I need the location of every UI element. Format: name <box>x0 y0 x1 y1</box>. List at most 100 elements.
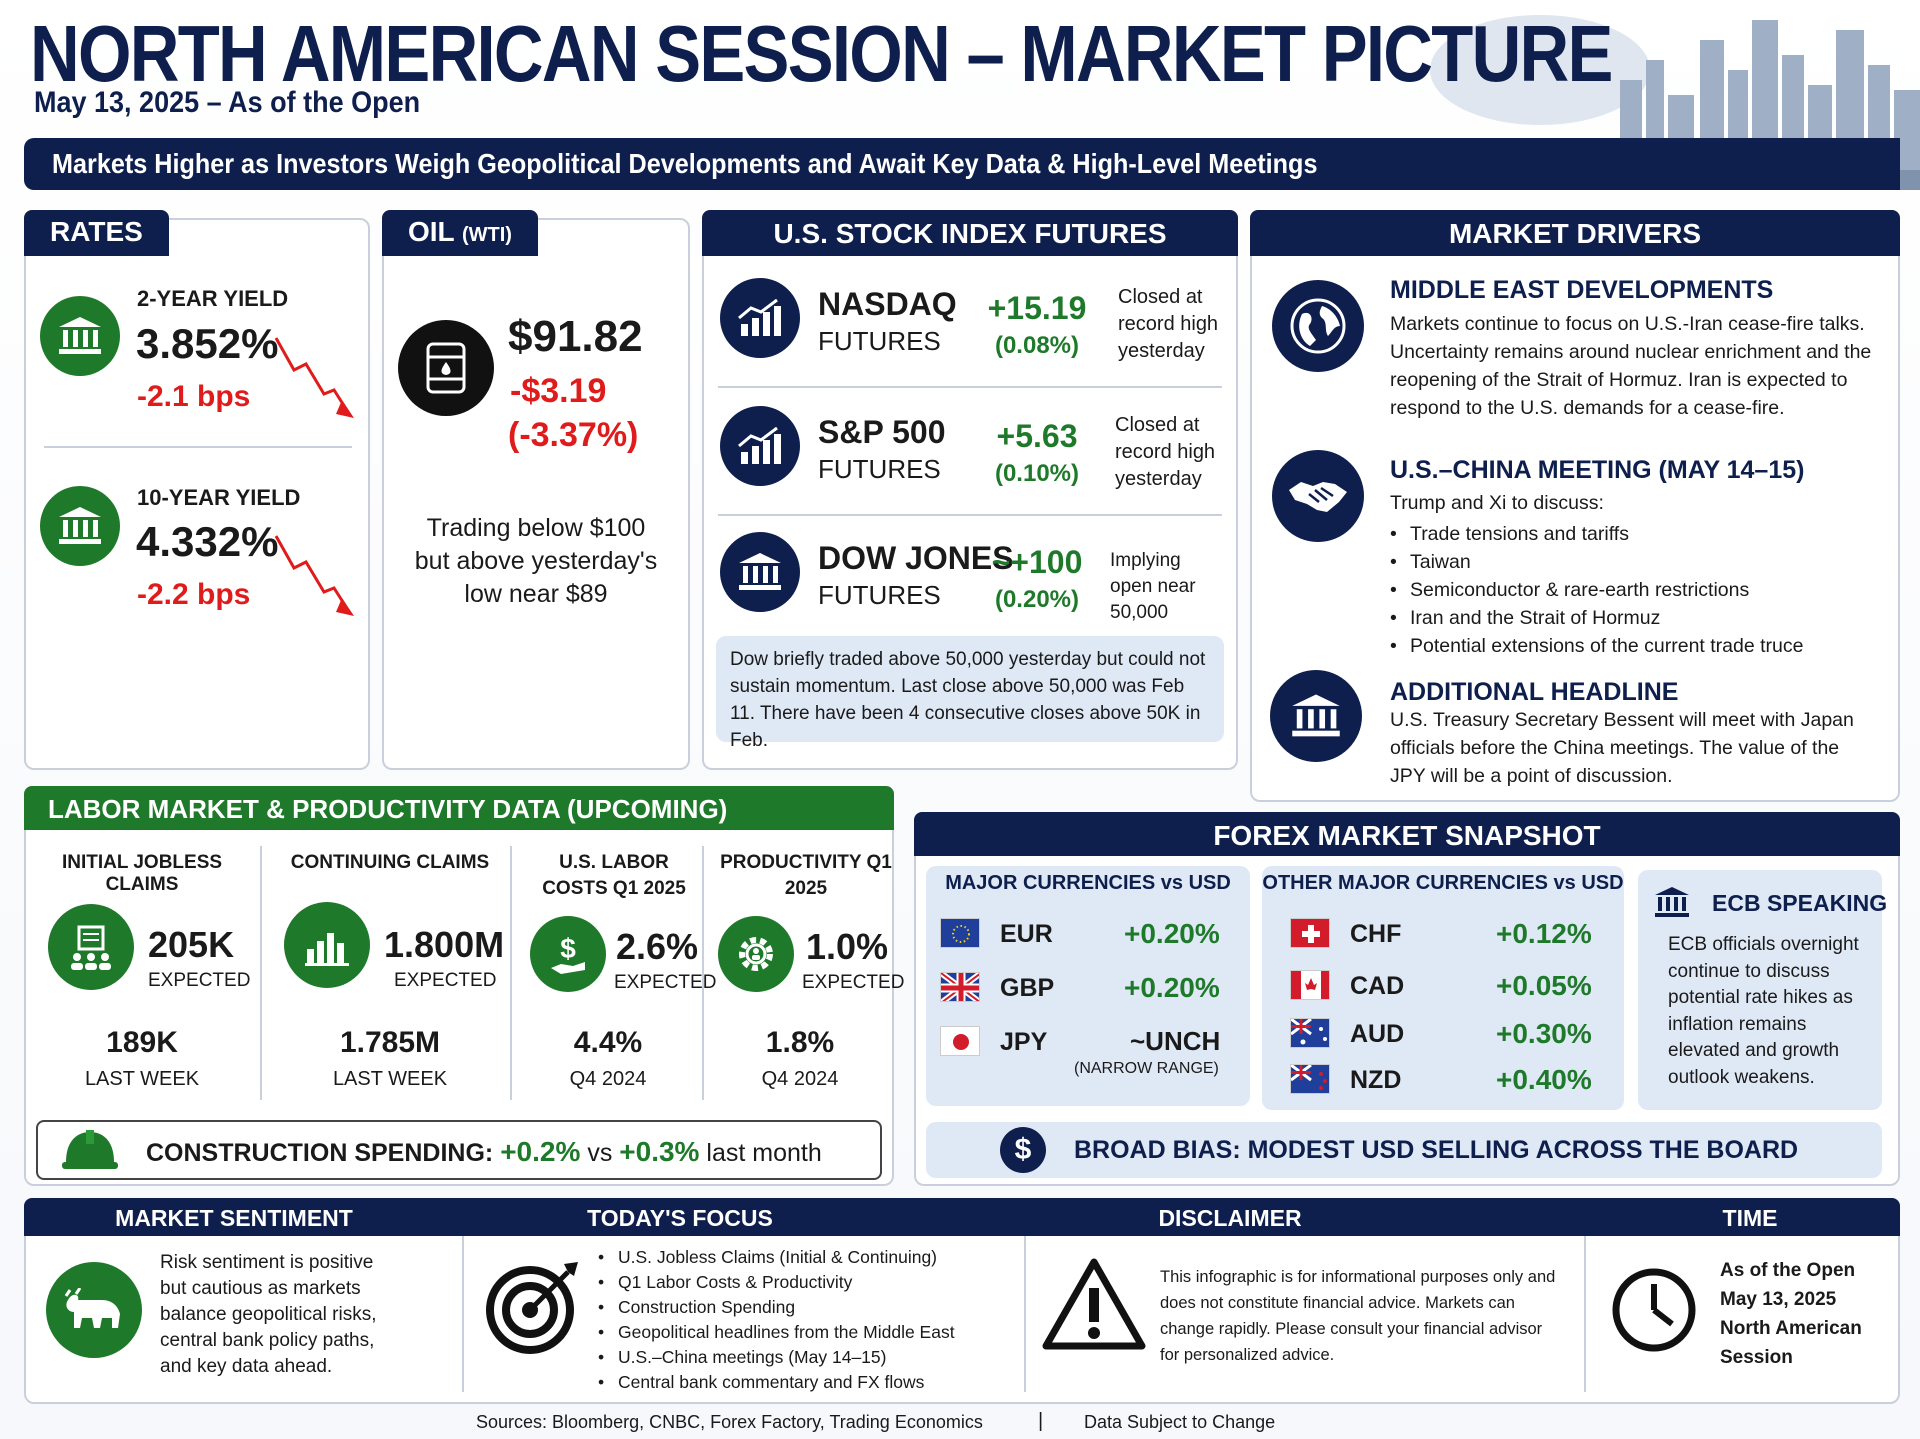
globe-icon <box>1272 280 1364 372</box>
bar-chart-icon <box>284 902 370 988</box>
sentiment-text: Risk sentiment is positive but cautious … <box>160 1252 377 1377</box>
jobless-prev-label: LAST WEEK <box>84 1068 200 1090</box>
warning-icon <box>1042 1258 1146 1350</box>
nasdaq-sub: FUTURES <box>818 326 941 356</box>
job-application-icon <box>48 904 134 990</box>
productivity-prev-label: Q4 2024 <box>761 1068 839 1090</box>
dollar-icon: $ <box>1000 1127 1046 1173</box>
ten-year-label: 10-YEAR YIELD <box>137 485 301 510</box>
china-title: U.S.–CHINA MEETING (MAY 14–15) <box>1390 456 1805 484</box>
time-text: As of the Open May 13, 2025 North Americ… <box>1720 1260 1862 1368</box>
disclaimer-text: This infographic is for informational pu… <box>1160 1268 1556 1364</box>
list-item: Taiwan <box>1388 548 1803 576</box>
continuing-expected: EXPECTED <box>394 970 497 991</box>
nzd-change: +0.40% <box>1496 1064 1592 1095</box>
dow-change: ~+100 <box>991 544 1083 580</box>
labor-costs-prev-label: Q4 2024 <box>569 1068 647 1090</box>
bank-icon <box>40 296 120 376</box>
labor-costs-label: U.S. LABOR COSTS Q1 2025 <box>542 852 686 899</box>
switzerland-flag-icon <box>1290 918 1330 948</box>
page-title: NORTH AMERICAN SESSION – MARKET PICTURE <box>30 9 1613 98</box>
target-icon <box>486 1262 578 1354</box>
list-item: Central bank commentary and FX flows <box>596 1370 955 1395</box>
nasdaq-pct: (0.08%) <box>994 332 1080 359</box>
two-year-value: 3.852% <box>136 320 279 367</box>
oil-barrel-icon <box>398 320 494 416</box>
list-item: Q1 Labor Costs & Productivity <box>596 1270 955 1295</box>
sp500-sub: FUTURES <box>818 454 941 484</box>
futures-title: U.S. STOCK INDEX FUTURES <box>702 210 1238 256</box>
canada-flag-icon <box>1290 970 1330 1000</box>
new-zealand-flag-icon <box>1290 1064 1330 1094</box>
oil-change: -$3.19 <box>510 372 607 410</box>
dow-pct: (0.20%) <box>994 586 1080 613</box>
footer-title-bar <box>24 1198 1900 1236</box>
dow-name: DOW JONES <box>818 540 1014 576</box>
sp500-note: Closed at record high yesterday <box>1115 414 1216 490</box>
sources: Sources: Bloomberg, CNBC, Forex Factory,… <box>476 1412 983 1432</box>
chart-up-icon <box>720 278 800 358</box>
jpy-code: JPY <box>1000 1028 1048 1056</box>
list-item: Iran and the Strait of Hormuz <box>1388 604 1803 632</box>
list-item: Construction Spending <box>596 1295 955 1320</box>
chf-code: CHF <box>1350 920 1402 948</box>
hard-hat-icon <box>62 1130 118 1169</box>
time-title: TIME <box>1722 1205 1778 1231</box>
china-intro: Trump and Xi to discuss: <box>1390 492 1604 514</box>
down-arrow-icon <box>274 337 354 418</box>
jpy-note: (NARROW RANGE) <box>1074 1060 1219 1077</box>
construction-box <box>36 1120 882 1180</box>
bank-icon <box>1270 670 1362 762</box>
sp500-pct: (0.10%) <box>994 460 1080 487</box>
rates-divider <box>44 446 352 448</box>
productivity-expected: EXPECTED <box>802 972 905 993</box>
handshake-icon <box>1272 450 1364 542</box>
uk-flag-icon <box>940 972 980 1002</box>
futures-divider <box>718 386 1222 388</box>
mideast-title: MIDDLE EAST DEVELOPMENTS <box>1390 276 1774 304</box>
footer-divider <box>1584 1236 1586 1392</box>
list-item: Semiconductor & rare-earth restrictions <box>1388 576 1803 604</box>
labor-costs-value: 2.6% <box>616 926 699 967</box>
focus-title: TODAY'S FOCUS <box>587 1205 773 1231</box>
eu-flag-icon <box>940 918 980 948</box>
ecb-panel <box>1638 870 1882 1110</box>
bank-icon <box>1655 887 1689 917</box>
nzd-code: NZD <box>1350 1066 1402 1094</box>
bank-icon <box>40 486 120 566</box>
gear-people-icon <box>718 916 794 992</box>
sp500-name: S&P 500 <box>818 414 946 450</box>
dow-footnote: Dow briefly traded above 50,000 yesterda… <box>716 636 1224 751</box>
eur-code: EUR <box>1000 920 1053 948</box>
forex-title: FOREX MARKET SNAPSHOT <box>914 812 1900 856</box>
oil-card <box>382 218 690 770</box>
dow-note: Implying open near 50,000 <box>1110 550 1196 623</box>
ecb-title: ECB SPEAKING <box>1712 890 1888 916</box>
footer-divider <box>462 1236 464 1392</box>
bull-icon <box>46 1262 142 1358</box>
two-year-label: 2-YEAR YIELD <box>137 286 289 311</box>
list-item: Trade tensions and tariffs <box>1388 520 1803 548</box>
headline-banner: Markets Higher as Investors Weigh Geopol… <box>24 138 1900 190</box>
productivity-label: PRODUCTIVITY Q1 2025 <box>720 852 892 899</box>
labor-divider <box>260 846 262 1100</box>
jpy-change: ~UNCH <box>1130 1026 1221 1056</box>
chart-up-icon <box>720 406 800 486</box>
list-item: U.S. Jobless Claims (Initial & Continuin… <box>596 1245 955 1270</box>
disclaimer-title: DISCLAIMER <box>1158 1205 1302 1231</box>
eur-change: +0.20% <box>1124 918 1220 949</box>
labor-costs-prev: 4.4% <box>573 1026 643 1059</box>
majors-title: MAJOR CURRENCIES vs USD <box>945 872 1231 894</box>
china-bullets: Trade tensions and tariffs Taiwan Semico… <box>1388 520 1803 660</box>
continuing-prev-label: LAST WEEK <box>332 1068 448 1090</box>
page-date: May 13, 2025 – As of the Open <box>34 86 421 119</box>
broad-bias: BROAD BIAS: MODEST USD SELLING ACROSS TH… <box>1074 1136 1799 1164</box>
svg-text:$: $ <box>560 933 576 964</box>
money-hand-icon: $ <box>530 916 606 992</box>
continuing-value: 1.800M <box>384 924 505 965</box>
majors-panel <box>926 866 1250 1106</box>
continuing-label: CONTINUING CLAIMS <box>290 852 490 873</box>
two-year-change: -2.1 bps <box>137 380 251 413</box>
data-note: Data Subject to Change <box>1084 1412 1276 1432</box>
labor-costs-expected: EXPECTED <box>614 972 717 993</box>
